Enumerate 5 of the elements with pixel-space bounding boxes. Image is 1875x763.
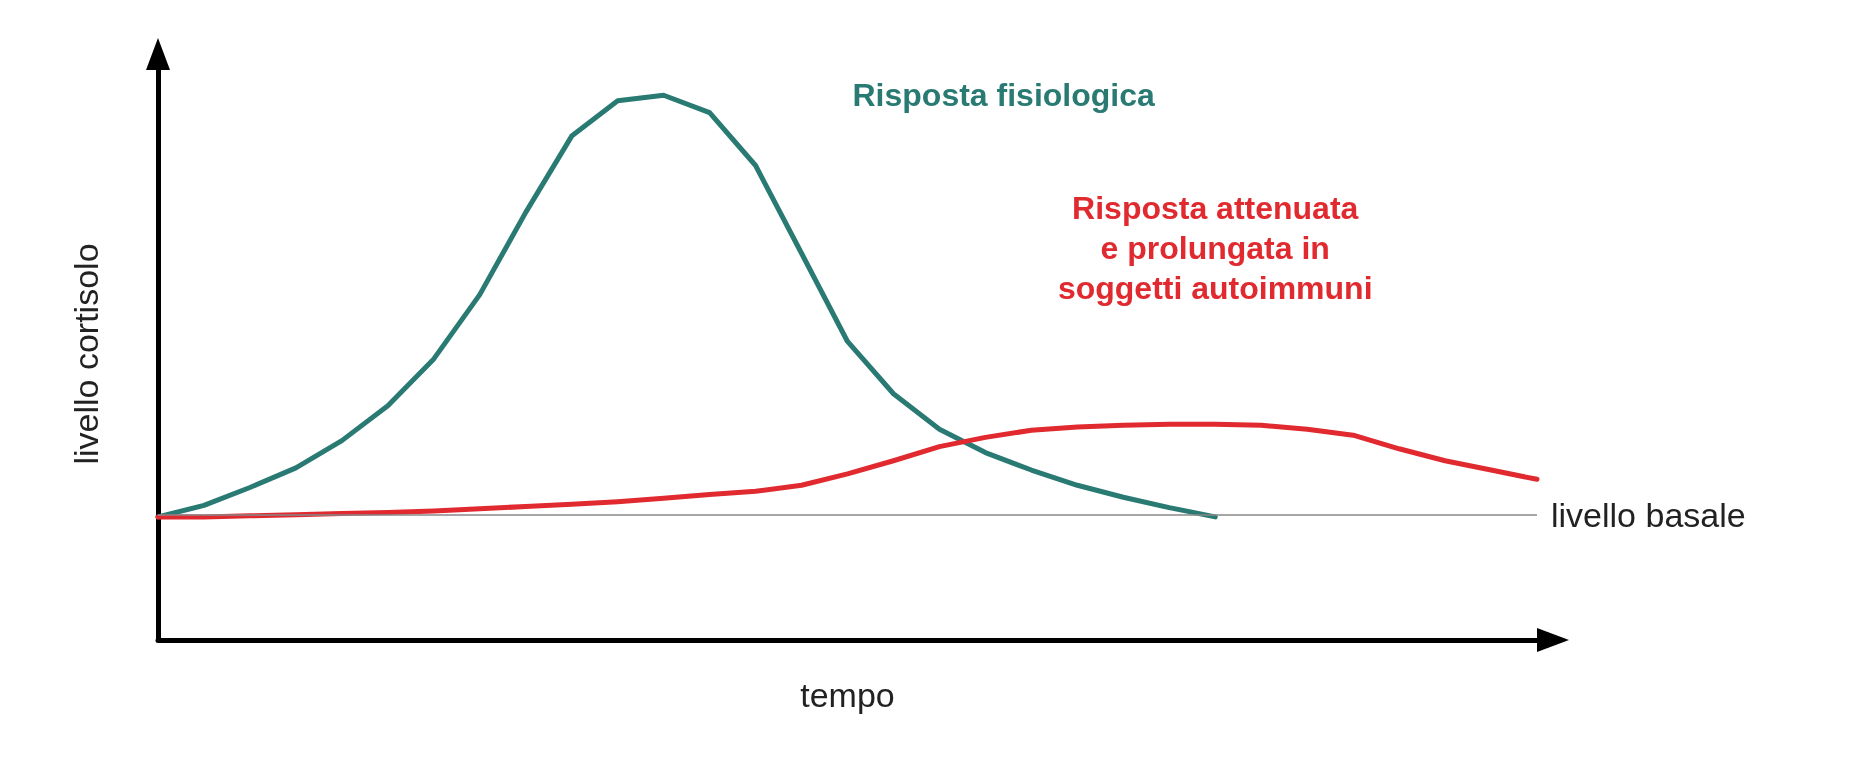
text: Risposta attenuata e prolungata in soggetti autoimmuni: [1057, 189, 1373, 306]
x-axis-title: tempo: [800, 676, 895, 714]
y-axis-title: livello cortisolo: [67, 243, 105, 465]
ref-line-label: livello basale: [1551, 495, 1746, 534]
text: Risposta fisiologica: [852, 77, 1155, 114]
